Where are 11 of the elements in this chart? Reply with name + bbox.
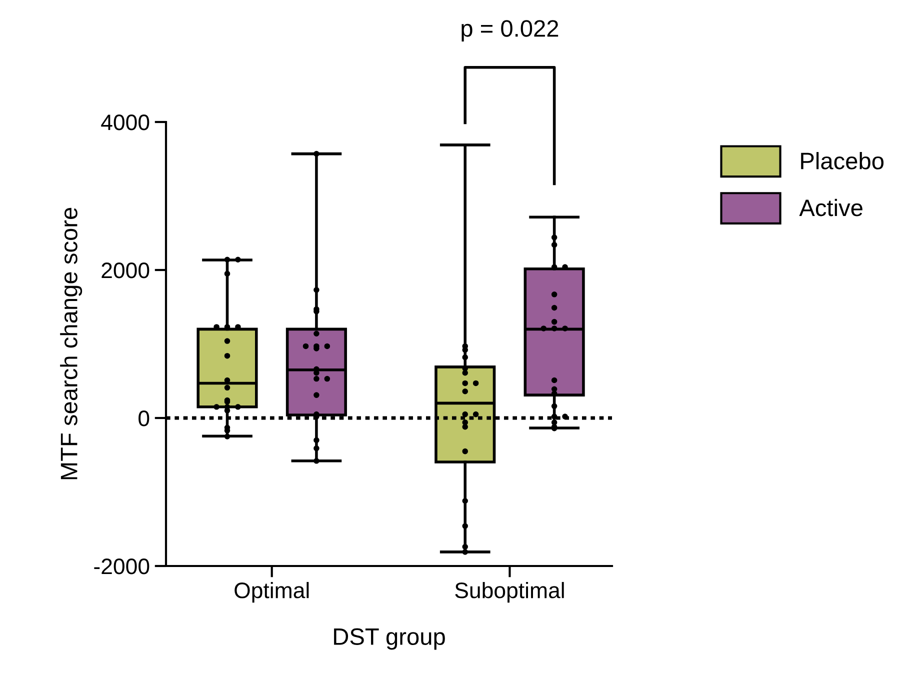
x-axis-title: DST group bbox=[334, 628, 445, 650]
y-tick-label: 0 bbox=[138, 410, 150, 426]
y-axis-title: MTF search change score bbox=[60, 208, 82, 480]
x-tick-label: Optimal bbox=[234, 582, 309, 603]
x-tick-label: Suboptimal bbox=[455, 582, 564, 603]
legend-label: Active bbox=[799, 198, 862, 216]
y-tick-label: 4000 bbox=[101, 114, 150, 130]
y-tick-label: 2000 bbox=[102, 262, 150, 278]
y-tick-label: -2000 bbox=[94, 558, 150, 574]
legend-label: Placebo bbox=[801, 152, 884, 170]
text: p = 0.022 bbox=[462, 20, 558, 42]
